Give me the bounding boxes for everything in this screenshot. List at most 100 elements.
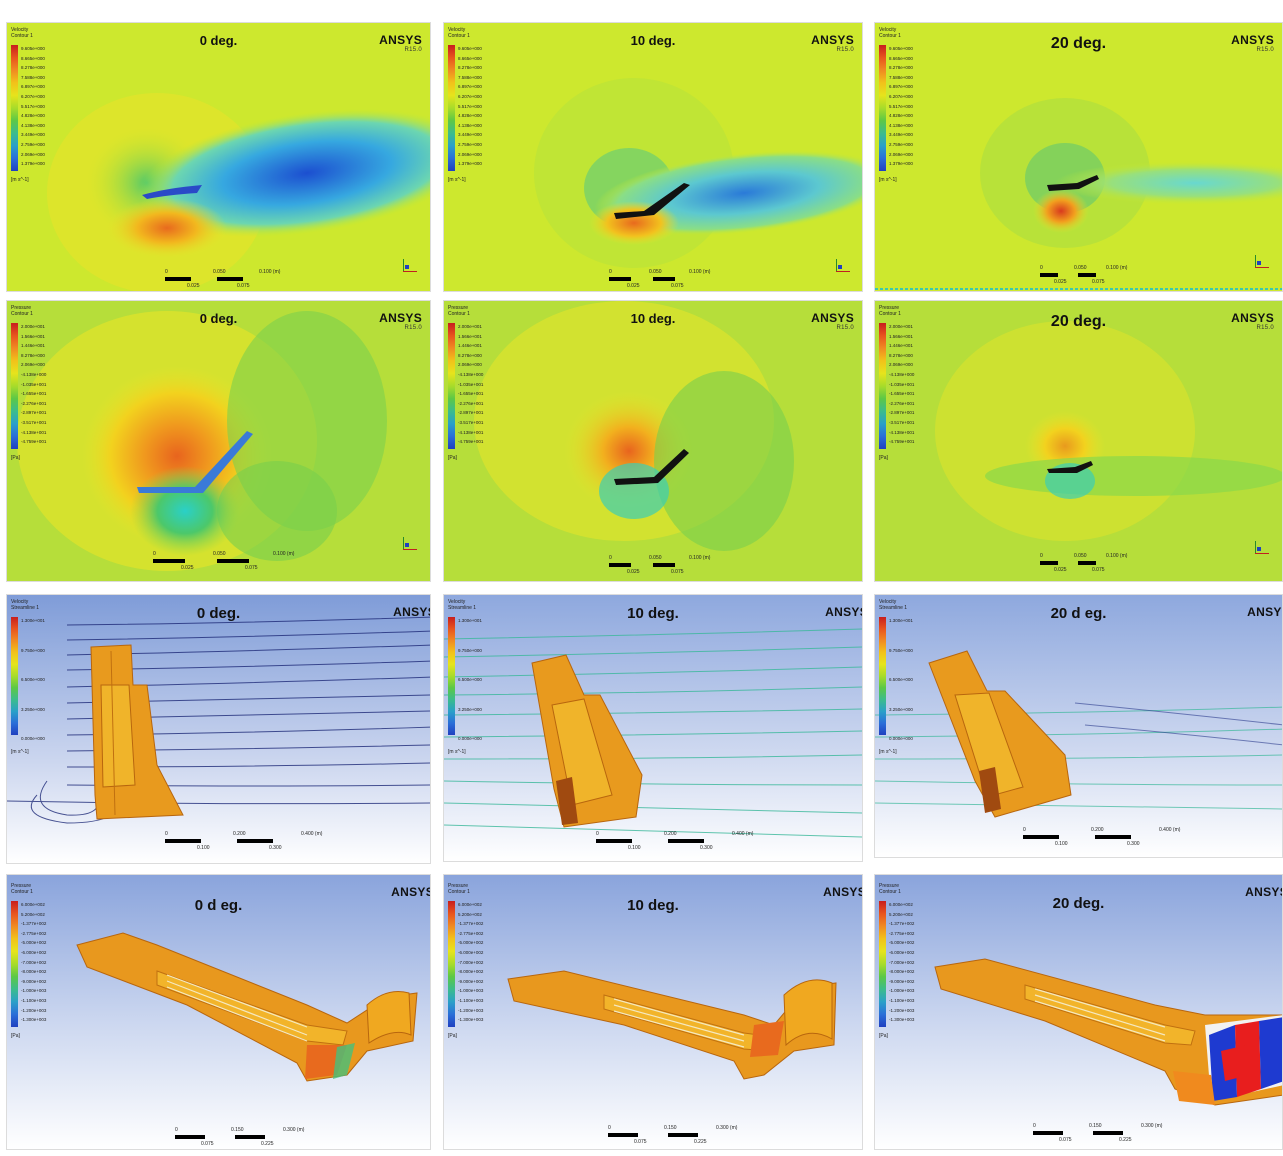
scale-bar: 0 0.150 0.300 (m) 0.075 0.225 — [175, 1127, 305, 1147]
axis-triad — [1251, 255, 1273, 273]
ansys-logo: ANSYS R15.0 — [379, 33, 422, 53]
wing-geometry — [531, 654, 643, 828]
velocity-contour-0deg: 0 deg. ANSYS R15.0 Velocity Contour 1 9.6… — [6, 22, 431, 292]
legend-ticks: 6.000e+002 5.200e+002 -1.377e+002 -2.775e+0… — [889, 902, 915, 1023]
ansys-logo: ANSYS — [393, 605, 430, 619]
wing-geometry — [507, 970, 837, 1080]
axis-triad — [399, 259, 421, 277]
ansys-logo: ANSYS — [391, 885, 431, 899]
scale-bar: 0 0.150 0.300 (m) 0.075 0.225 — [608, 1125, 738, 1145]
axis-triad — [1251, 541, 1273, 559]
streamline-image — [7, 616, 430, 824]
scale-bar: 0 0.200 0.400 (m) 0.100 0.300 — [165, 831, 323, 851]
angle-title: 10 deg. — [630, 311, 676, 326]
axis-triad — [832, 259, 854, 277]
scale-bar: 0 0.050 0.100 (m) 0.025 0.075 — [609, 269, 711, 289]
velocity-contour-20deg: 20 deg. ANSYS R15.0 Velocity Contour 1 9.… — [874, 22, 1283, 292]
wing-geometry — [76, 932, 418, 1082]
angle-title: 0 d eg. — [194, 897, 243, 914]
legend-colorbar — [448, 617, 455, 735]
ansys-logo: ANSYS R15.0 — [811, 311, 854, 331]
pressure-field-image — [875, 301, 1282, 581]
scale-bar: 0 0.200 0.400 (m) 0.100 0.300 — [596, 831, 754, 851]
legend-ticks: 2.000e+001 1.566e+001 1.446e+001 8.278e+000… — [889, 324, 915, 445]
angle-title: 20 d eg. — [1050, 605, 1107, 622]
surface-pressure-image — [76, 932, 418, 1082]
color-legend: Pressure Contour 1 2.000e+001 1.566e+001 1… — [448, 305, 484, 461]
color-legend: Velocity Contour 1 9.605e+000 8.665e+000 8… — [879, 27, 913, 183]
streamline-20deg: 20 d eg. ANSYS Velocity Streamline 1 1.3… — [874, 594, 1283, 858]
wing-geometry — [934, 958, 1282, 1106]
legend-ticks: 9.605e+000 8.665e+000 8.278e+000 7.588e+000… — [458, 46, 482, 167]
color-legend: Velocity Streamline 1 1.300e+001 9.750e+0… — [448, 599, 482, 755]
color-legend: Pressure Contour 1 6.000e+002 5.200e+002-… — [448, 883, 484, 1039]
wing-geometry — [90, 644, 184, 820]
scale-bar: 0 0.200 0.400 (m) 0.100 0.300 — [1023, 827, 1181, 847]
legend-colorbar — [879, 901, 886, 1027]
ansys-logo: ANSYS — [1247, 605, 1282, 619]
pressure-contour-20deg: 20 deg. ANSYS R15.0 Pressure Contour 1 2.… — [874, 300, 1283, 582]
angle-title: 10 deg. — [630, 33, 676, 48]
angle-title: 20 deg. — [1050, 35, 1107, 52]
angle-title: 0 deg. — [196, 605, 241, 622]
ansys-logo: ANSYS R15.0 — [1231, 33, 1274, 53]
angle-title: 20 deg. — [1052, 895, 1105, 912]
legend-ticks: 2.000e+001 1.566e+001 1.446e+001 8.278e+000… — [458, 324, 484, 445]
angle-title: 10 deg. — [627, 605, 679, 622]
ansys-logo: ANSYS R15.0 — [811, 33, 854, 53]
surface-pressure-20deg: 20 deg. ANSYS Pressure Contour 1 6.000e+… — [874, 874, 1283, 1150]
legend-colorbar — [448, 45, 455, 171]
velocity-contour-10deg: 10 deg. ANSYS R15.0 Velocity Contour 1 9.… — [443, 22, 863, 292]
streamline-10deg: 10 deg. ANSYS Velocity Streamline 1 1.30… — [443, 594, 863, 862]
legend-ticks: 9.605e+000 8.665e+000 8.278e+000 7.588e+000… — [21, 46, 45, 167]
color-legend: Pressure Contour 1 2.000e+001 1.566e+001 1… — [879, 305, 915, 461]
pressure-field-image — [444, 301, 862, 581]
color-legend: Velocity Streamline 1 1.300e+001 9.750e+0… — [11, 599, 45, 755]
velocity-field-image — [7, 23, 430, 291]
velocity-field-image — [444, 23, 862, 291]
pressure-contour-0deg: 0 deg. ANSYS R15.0 Pressure Contour 1 2.0… — [6, 300, 431, 582]
streamline-0deg: 0 deg. ANSYS Velocity Streamline 1 1.300… — [6, 594, 431, 864]
legend-colorbar — [879, 323, 886, 449]
ansys-logo: ANSYS R15.0 — [1231, 311, 1274, 331]
scale-bar: 0 0.050 0.100 (m) 0.025 0.075 — [1040, 553, 1128, 573]
scale-bar: 0 0.150 0.300 (m) 0.075 0.225 — [1033, 1123, 1163, 1143]
legend-ticks: 1.300e+001 9.750e+000 6.500e+000 3.250e+000… — [21, 618, 45, 741]
legend-colorbar — [11, 323, 18, 449]
legend-ticks: 1.300e+001 9.750e+000 6.500e+000 3.250e+000… — [458, 618, 482, 741]
wing-geometry — [928, 650, 1072, 818]
scale-bar: 0 0.050 0.100 (m) 0.025 0.075 — [153, 551, 295, 571]
legend-ticks: 6.000e+002 5.200e+002 -1.377e+002 -2.775e+0… — [21, 902, 47, 1023]
legend-colorbar — [448, 901, 455, 1027]
legend-ticks: 2.000e+001 1.566e+001 1.446e+001 8.278e+000… — [21, 324, 47, 445]
legend-ticks: 1.300e+001 9.750e+000 6.500e+000 3.250e+000… — [889, 618, 913, 741]
color-legend: Pressure Contour 1 6.000e+002 5.200e+002-… — [11, 883, 47, 1039]
legend-colorbar — [879, 45, 886, 171]
scale-bar: 0 0.050 0.100 (m) 0.025 0.075 — [1040, 265, 1128, 285]
angle-title: 20 deg. — [1050, 313, 1107, 330]
angle-title: 0 deg. — [199, 311, 238, 326]
legend-ticks: 9.605e+000 8.665e+000 8.278e+000 7.588e+000… — [889, 46, 913, 167]
angle-title: 10 deg. — [627, 897, 679, 914]
pressure-field-image — [7, 301, 430, 581]
streamline-image — [444, 628, 862, 838]
legend-colorbar — [11, 45, 18, 171]
ansys-logo: ANSYS — [825, 605, 862, 619]
ansys-logo: ANSYS R15.0 — [379, 311, 422, 331]
scale-bar: 0 0.050 0.100 (m) 0.025 0.075 — [165, 269, 281, 289]
angle-title: 0 deg. — [199, 33, 238, 48]
surface-pressure-image — [507, 970, 837, 1080]
color-legend: Pressure Contour 1 2.000e+001 1.566e+001 1… — [11, 305, 47, 461]
velocity-field-image — [875, 23, 1282, 291]
surface-pressure-10deg: 10 deg. ANSYS Pressure Contour 1 6.000e+… — [443, 874, 863, 1150]
legend-ticks: 6.000e+002 5.200e+002 -1.377e+002 -2.775e+0… — [458, 902, 484, 1023]
legend-colorbar — [879, 617, 886, 735]
ansys-logo: ANSYS — [823, 885, 863, 899]
surface-pressure-image — [934, 958, 1282, 1106]
color-legend: Velocity Contour 1 9.605e+000 8.665e+000 8… — [448, 27, 482, 183]
color-legend: Pressure Contour 1 6.000e+002 5.200e+002-… — [879, 883, 915, 1039]
legend-colorbar — [11, 901, 18, 1027]
scale-bar: 0 0.050 0.100 (m) 0.025 0.075 — [609, 555, 711, 575]
legend-colorbar — [448, 323, 455, 449]
ansys-logo: ANSYS — [1245, 885, 1282, 899]
